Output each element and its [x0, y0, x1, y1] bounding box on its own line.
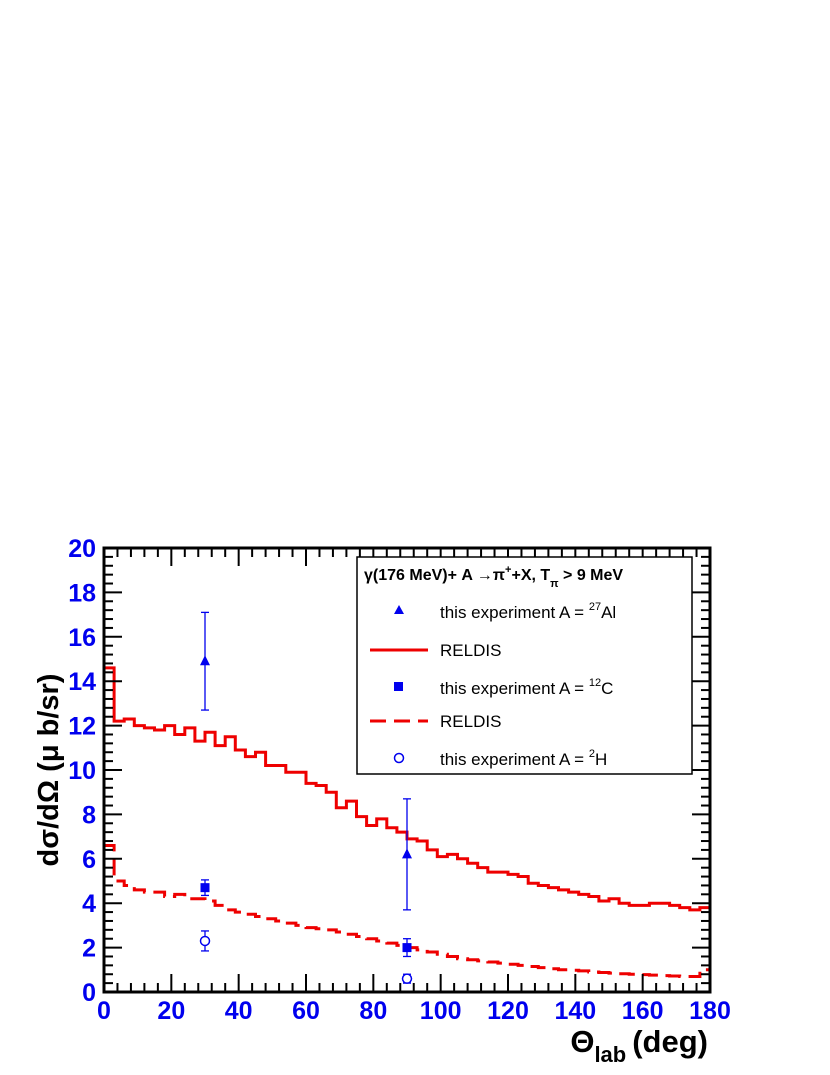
x-axis-title-subscript: lab	[594, 1042, 626, 1067]
x-tick-label: 80	[359, 997, 387, 1025]
axes: 0 20 40 60 80 100 120 140 160 180 0 2 4 6 8 10 12 14 16 18 2…	[68, 535, 731, 1025]
x-tick-label: 180	[689, 997, 731, 1025]
legend-label-al: this experiment A = 27Al	[440, 601, 616, 622]
y-tick-label: 4	[82, 890, 96, 918]
data-point-open-circle	[199, 935, 211, 947]
x-tick-label: 60	[292, 997, 320, 1025]
y-tick-label: 14	[68, 668, 96, 696]
y-tick-label: 2	[82, 935, 96, 963]
svg-text:Θlab(deg): Θlab (deg)	[570, 1024, 708, 1067]
x-axis-title: Θlab (deg)	[570, 1024, 708, 1067]
data-point-square	[402, 943, 412, 953]
x-tick-label: 140	[554, 997, 596, 1025]
x-tick-label: 160	[622, 997, 664, 1025]
legend-label-reldis-solid: RELDIS	[440, 641, 501, 660]
legend-box	[356, 556, 693, 775]
y-tick-label: 0	[82, 979, 96, 1007]
legend-marker-open-circle	[393, 752, 405, 764]
legend-marker-triangle	[394, 605, 404, 614]
x-tick-label: 100	[420, 997, 462, 1025]
legend-label-h: this experiment A = 2H	[440, 748, 607, 769]
legend: γ(176 MeV)+ A →π++X, Tπ > 9 MeV this exp…	[356, 556, 693, 775]
legend-label-reldis-dashed: RELDIS	[440, 712, 501, 731]
x-tick-label: 40	[225, 997, 253, 1025]
x-axis-title-unit: (deg)	[632, 1024, 708, 1059]
y-tick-label: 18	[68, 579, 96, 607]
y-tick-label: 8	[82, 801, 96, 829]
data-point-triangle	[402, 848, 412, 859]
legend-marker-square	[394, 682, 403, 691]
legend-label-c: this experiment A = 12C	[440, 677, 613, 698]
y-tick-label: 10	[68, 757, 96, 785]
y-tick-label: 20	[68, 535, 96, 563]
y-tick-label: 16	[68, 624, 96, 652]
legend-header: γ(176 MeV)+ A →π++X, Tπ > 9 MeV	[364, 564, 623, 590]
x-axis-title-symbol: Θ	[570, 1024, 594, 1059]
y-tick-label: 12	[68, 713, 96, 741]
y-tick-label: 6	[82, 846, 96, 874]
data-point-square	[200, 883, 210, 893]
data-point-open-circle	[401, 973, 413, 984]
data-point-triangle	[200, 655, 210, 666]
x-tick-label: 0	[97, 997, 111, 1025]
x-tick-label: 20	[157, 997, 185, 1025]
y-axis-title: dσ/dΩ (μ b/sr)	[33, 674, 65, 867]
x-tick-label: 120	[487, 997, 529, 1025]
plot-area	[104, 611, 710, 984]
